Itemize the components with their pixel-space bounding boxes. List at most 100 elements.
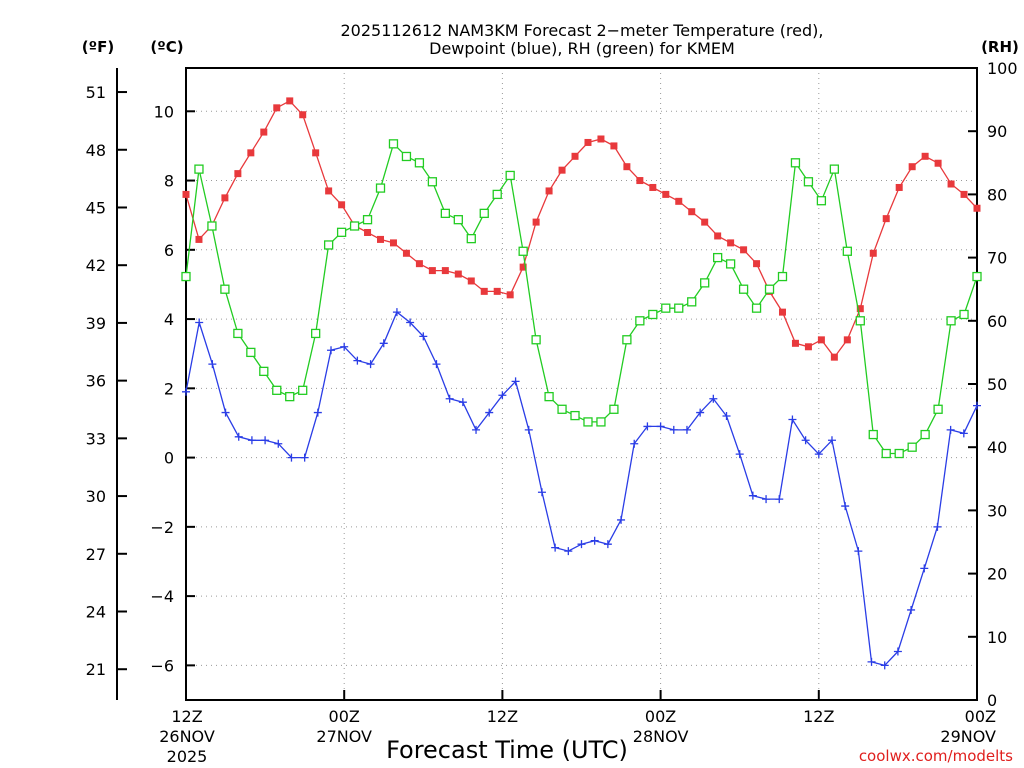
rh-point bbox=[479, 208, 489, 219]
temperature-point bbox=[649, 183, 657, 191]
chart-title-line-1: 2025112612 NAM3KM Forecast 2−meter Tempe… bbox=[341, 21, 824, 40]
dewpoint-point bbox=[867, 657, 876, 666]
rh-point bbox=[194, 164, 204, 174]
dewpoint-point bbox=[511, 377, 520, 386]
temperature-point bbox=[727, 239, 735, 247]
temperature-point bbox=[688, 208, 696, 216]
dewpoint-point bbox=[406, 318, 415, 327]
dewpoint-point bbox=[458, 398, 467, 407]
temperature-point bbox=[545, 187, 553, 195]
temperature-point bbox=[182, 190, 190, 198]
temperature-point bbox=[247, 149, 255, 157]
temperature-point bbox=[286, 97, 294, 105]
rh-point bbox=[583, 417, 593, 427]
temperature-point bbox=[778, 308, 786, 316]
rh-point bbox=[764, 284, 775, 294]
temperature-point bbox=[441, 267, 449, 275]
rh-point bbox=[336, 227, 347, 237]
rh-point bbox=[816, 196, 827, 206]
temperature-point bbox=[389, 239, 397, 247]
rh-point bbox=[725, 259, 736, 269]
rh-tick-label: 60 bbox=[987, 312, 1007, 331]
temperature-point bbox=[221, 194, 229, 202]
rh-point bbox=[842, 246, 852, 256]
x-tick-label: 00Z bbox=[645, 707, 676, 726]
temperature-point bbox=[675, 197, 683, 205]
celsius-tick-label: 0 bbox=[164, 449, 174, 468]
tick-labels: 51484542393633302724211086420−2−4−610090… bbox=[86, 59, 1018, 766]
dewpoint-point bbox=[300, 453, 309, 462]
dewpoint-point bbox=[762, 495, 771, 504]
rh-tick-label: 100 bbox=[987, 59, 1018, 78]
temperature-point bbox=[584, 138, 592, 146]
rh-point bbox=[661, 303, 671, 313]
dewpoint-point bbox=[946, 425, 955, 434]
rh-point bbox=[181, 271, 191, 282]
rh-point bbox=[557, 404, 567, 414]
dewpoint-point bbox=[973, 401, 981, 410]
rh-point bbox=[622, 335, 632, 345]
rh-line bbox=[185, 142, 978, 455]
temperature-point bbox=[532, 218, 540, 226]
fahrenheit-tick-label: 21 bbox=[86, 660, 106, 679]
temperature-point bbox=[364, 228, 372, 236]
temperature-point bbox=[480, 287, 488, 295]
dewpoint-point bbox=[696, 408, 705, 417]
rh-point bbox=[518, 246, 528, 256]
rh-point bbox=[311, 328, 321, 339]
dewpoint-point bbox=[432, 360, 441, 369]
rh-point bbox=[362, 215, 373, 225]
temperature-point bbox=[273, 104, 281, 112]
dewpoint-point bbox=[630, 439, 639, 448]
x-tick-label: 12Z bbox=[171, 707, 202, 726]
temperature-point bbox=[415, 260, 423, 268]
celsius-tick-label: −4 bbox=[150, 587, 174, 606]
rh-point bbox=[375, 183, 386, 193]
series-dewpoint bbox=[182, 308, 981, 670]
rh-point bbox=[920, 429, 930, 440]
rh-point bbox=[596, 417, 606, 427]
dewpoint-line bbox=[185, 311, 978, 667]
celsius-tick-label: −2 bbox=[150, 518, 174, 537]
rh-tick-label: 70 bbox=[987, 249, 1007, 268]
rh-point bbox=[881, 448, 891, 459]
fahrenheit-tick-label: 51 bbox=[86, 83, 106, 102]
rh-point bbox=[505, 170, 515, 181]
rh-point bbox=[959, 309, 969, 320]
rh-tick-label: 20 bbox=[987, 565, 1007, 584]
temperature-point bbox=[908, 163, 916, 171]
rh-point bbox=[207, 221, 217, 231]
temperature-point bbox=[428, 267, 436, 275]
dewpoint-point bbox=[669, 425, 678, 434]
dewpoint-point bbox=[419, 332, 428, 341]
rh-point bbox=[894, 448, 904, 459]
temperature-point bbox=[610, 142, 618, 150]
x-tick-label: 12Z bbox=[487, 707, 518, 726]
rh-point bbox=[777, 271, 788, 282]
dewpoint-point bbox=[748, 491, 757, 500]
temperature-point bbox=[791, 339, 799, 347]
dewpoint-point bbox=[261, 436, 270, 445]
dewpoint-point bbox=[603, 540, 612, 549]
temperature-point bbox=[662, 190, 670, 198]
dewpoint-point bbox=[564, 547, 573, 556]
dewpoint-point bbox=[577, 540, 586, 549]
temperature-point bbox=[973, 204, 981, 212]
temperature-point bbox=[817, 336, 825, 344]
dewpoint-point bbox=[353, 356, 362, 365]
fahrenheit-tick-label: 24 bbox=[86, 603, 106, 622]
fahrenheit-tick-label: 45 bbox=[86, 198, 106, 217]
dewpoint-point bbox=[392, 308, 401, 317]
rh-point bbox=[259, 366, 269, 377]
rh-point bbox=[272, 385, 282, 395]
temperature-point bbox=[856, 305, 864, 313]
temperature-point bbox=[636, 177, 644, 185]
rh-point bbox=[972, 271, 982, 282]
x-tick-date: 28NOV bbox=[633, 727, 689, 746]
dewpoint-point bbox=[485, 408, 494, 417]
rh-tick-label: 0 bbox=[987, 691, 997, 710]
rh-point bbox=[453, 215, 463, 225]
fahrenheit-unit-label: (ºF) bbox=[82, 38, 114, 56]
dewpoint-point bbox=[313, 408, 322, 417]
